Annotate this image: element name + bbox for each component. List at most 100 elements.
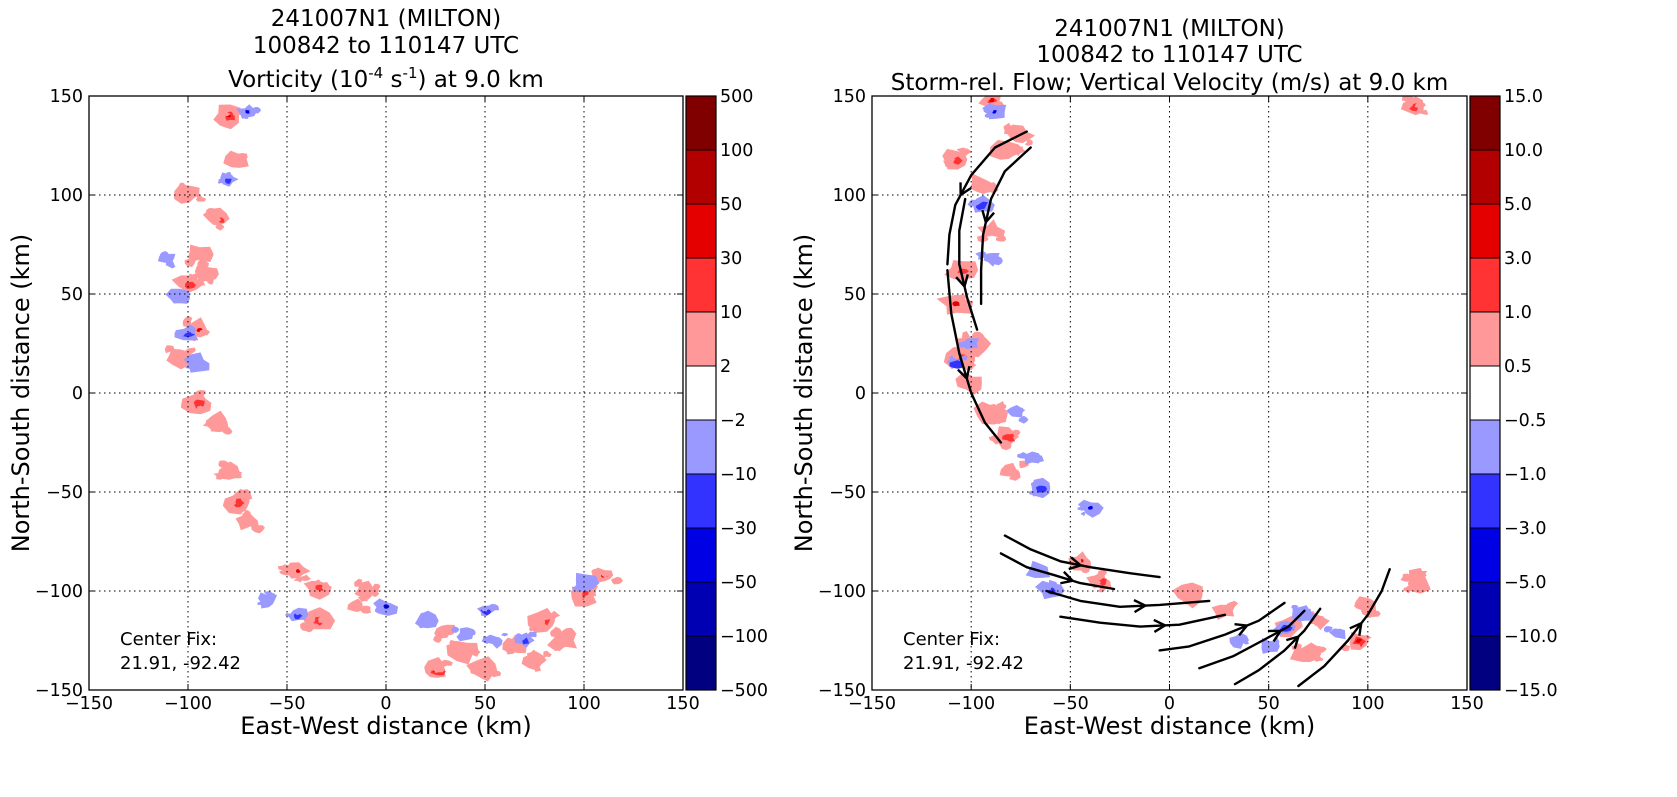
negative-fragment <box>488 603 499 611</box>
colorbar-label: −2 <box>720 411 746 431</box>
negative-fragment <box>958 342 967 348</box>
negative-fragment <box>1037 455 1044 462</box>
colorbar-segment <box>686 204 716 258</box>
colorbar-segment <box>686 582 716 636</box>
positive-fragment <box>1314 620 1321 627</box>
streamline-layer <box>946 130 1391 688</box>
negative-fragment <box>250 106 261 114</box>
colorbar-segment <box>1470 528 1500 582</box>
positive-fragment <box>1314 655 1324 662</box>
negative-fragment <box>263 591 276 598</box>
negative-core-patch <box>1035 485 1048 493</box>
negative-fragment <box>1030 482 1038 487</box>
negative-contour-patch <box>165 288 191 304</box>
positive-contour-patch <box>235 512 255 531</box>
center-fix-value: 21.91, -92.42 <box>903 653 1024 674</box>
negative-fragment <box>481 635 492 645</box>
streamline <box>946 269 1003 444</box>
center-fix-value: 21.91, -92.42 <box>120 653 241 674</box>
x-tick-label: −150 <box>65 694 113 714</box>
positive-fragment <box>956 293 967 301</box>
positive-fragment <box>321 582 330 592</box>
positive-fragment <box>1414 101 1426 108</box>
positive-fragment <box>943 157 956 168</box>
y-tick-label: 0 <box>72 384 83 404</box>
positive-fragment <box>961 331 970 339</box>
negative-fragment <box>190 329 196 334</box>
y-tick-label: 50 <box>61 285 83 305</box>
title-part: Vorticity (10 <box>228 67 368 93</box>
colorbar: 500 100 50 30 10 2 −2 −10 −30 −50 −100 −500 <box>685 87 768 701</box>
positive-fragment <box>1024 139 1033 146</box>
y-tick-label: 0 <box>855 384 866 404</box>
negative-contour-patch <box>174 324 199 341</box>
streamline-arrow <box>957 365 971 381</box>
x-tick-label: 100 <box>567 694 600 714</box>
y-tick-label: 150 <box>50 87 83 107</box>
positive-fragment <box>1013 429 1021 436</box>
streamline-arrow <box>955 274 969 289</box>
x-tick-label: −100 <box>164 694 212 714</box>
positive-fragment <box>1354 644 1362 649</box>
positive-max-patch <box>296 568 301 573</box>
colorbar-label: −100 <box>720 627 768 647</box>
positive-fragment <box>184 256 197 267</box>
negative-fragment <box>949 355 956 361</box>
colorbar-label: −500 <box>720 681 768 701</box>
negative-fragment <box>285 613 292 618</box>
positive-fragment <box>360 605 372 614</box>
y-tick-label: −100 <box>35 582 83 602</box>
y-tick-label: 150 <box>833 87 866 107</box>
positive-fragment <box>245 518 259 528</box>
streamline-arrow <box>1060 570 1076 585</box>
negative-fragment <box>1331 628 1341 634</box>
streamline-arrow <box>1285 634 1301 649</box>
positive-fragment <box>986 181 998 191</box>
colorbar-label: −1.0 <box>1504 465 1547 485</box>
positive-fragment <box>976 184 992 193</box>
colorbar-segment <box>686 366 716 420</box>
negative-fragment <box>515 633 522 638</box>
chart-title-line-1: 241007N1 (MILTON) <box>271 6 502 32</box>
panel-2: 241007N1 (MILTON)100842 to 110147 UTCSto… <box>790 16 1558 740</box>
streamline <box>999 552 1116 591</box>
positive-fragment <box>534 665 541 672</box>
negative-fragment <box>292 609 301 616</box>
positive-fragment <box>372 583 381 591</box>
positive-core-patch <box>315 584 324 591</box>
negative-fragment <box>159 251 169 261</box>
positive-fragment <box>428 663 437 671</box>
positive-fragment <box>478 673 487 678</box>
positive-fragment <box>164 345 175 354</box>
negative-fragment <box>185 362 196 370</box>
positive-fragment <box>209 215 221 223</box>
positive-fragment <box>549 626 563 638</box>
positive-fragment <box>195 264 208 274</box>
colorbar-segment <box>686 96 716 150</box>
positive-fragment <box>1401 96 1414 104</box>
streamline <box>958 197 979 331</box>
positive-fragment <box>202 418 217 430</box>
negative-fragment <box>451 626 460 633</box>
negative-fragment <box>1273 637 1280 644</box>
positive-fragment <box>204 256 213 262</box>
positive-fragment <box>184 347 196 355</box>
streamline <box>1297 568 1391 688</box>
positive-fragment <box>491 669 502 678</box>
y-tick-label: −150 <box>35 681 83 701</box>
colorbar-label: 100 <box>720 141 753 161</box>
streamline-arrow <box>1068 556 1084 571</box>
colorbar-segment <box>686 474 716 528</box>
positive-fragment <box>215 224 225 231</box>
colorbar-segment <box>686 258 716 312</box>
x-tick-label: 50 <box>474 694 496 714</box>
streamline <box>1003 534 1161 579</box>
colorbar-frame <box>685 95 717 691</box>
title-part: s <box>383 67 402 93</box>
colorbar-segment <box>686 312 716 366</box>
negative-max-patch <box>1087 505 1093 510</box>
positive-fragment <box>195 194 207 202</box>
positive-fragment <box>239 505 247 512</box>
positive-fragment <box>1362 634 1372 641</box>
colorbar-segment <box>1470 204 1500 258</box>
